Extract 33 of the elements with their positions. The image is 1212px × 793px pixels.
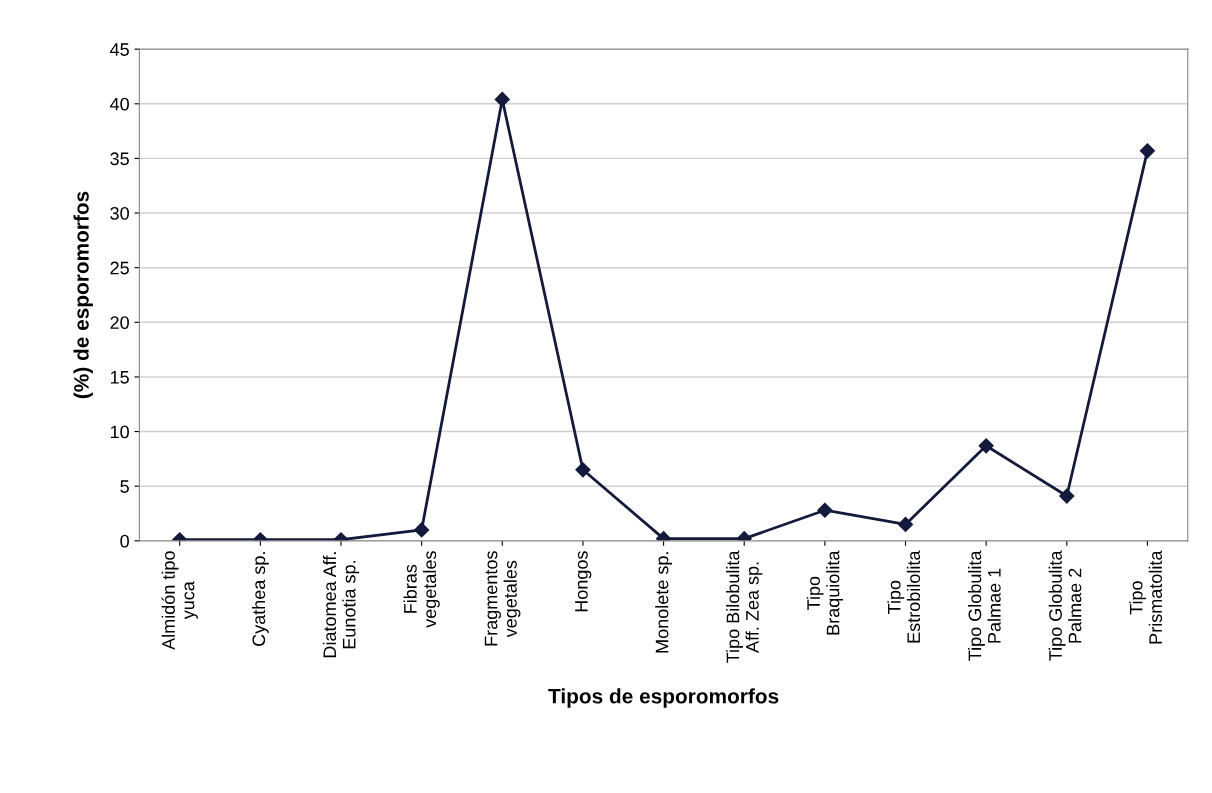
x-tick-label: Tipo Globulita Palmae 2 — [1048, 550, 1082, 661]
x-tick-label: Tipo Braquiolita — [806, 550, 843, 635]
x-tick-label: Diatomea Aff. Eunotia sp. — [322, 552, 360, 658]
x-tick-label: Fibras vegetales — [403, 551, 440, 628]
x-tick-label: Tipo Globulita Palmae 1 — [968, 550, 1001, 661]
x-tick-label: Tipo Estrobilolita — [887, 550, 921, 643]
x-axis-title: Tipos de esporomorfos — [548, 688, 779, 708]
x-tick-label: Cyathea sp. — [251, 552, 269, 646]
point — [575, 462, 591, 478]
x-tick-label: Tipo Bilobulita Aff. Zea sp. — [726, 550, 763, 663]
x-tick-label: Hongos — [575, 551, 592, 612]
y-tick-label: 5 — [120, 480, 129, 493]
point — [978, 438, 994, 454]
x-tick-label: Almidón tipo yuca — [161, 551, 198, 650]
y-tick-label: 35 — [110, 152, 129, 166]
y-tick-label: 45 — [109, 43, 129, 56]
point — [1139, 143, 1156, 159]
y-axis-title: (%) de esporomorfos — [73, 191, 93, 399]
y-tick-label: 30 — [110, 206, 129, 220]
y-tick-label: 20 — [110, 316, 129, 330]
y-tick-label: 0 — [120, 534, 129, 548]
x-tick-label: Monolete sp. — [655, 552, 672, 653]
x-tick-label: Fragmentos vegetales — [484, 551, 521, 646]
point — [817, 502, 833, 518]
y-tick-label: 15 — [110, 371, 129, 384]
point — [897, 516, 914, 533]
y-tick-label: 40 — [109, 97, 129, 111]
y-tick-label: 25 — [110, 261, 129, 275]
y-tick-label: 10 — [110, 425, 129, 439]
point — [1059, 488, 1075, 504]
x-tick-label: Tipo Prismatolita — [1129, 550, 1163, 644]
point — [494, 91, 510, 107]
point — [414, 522, 430, 538]
